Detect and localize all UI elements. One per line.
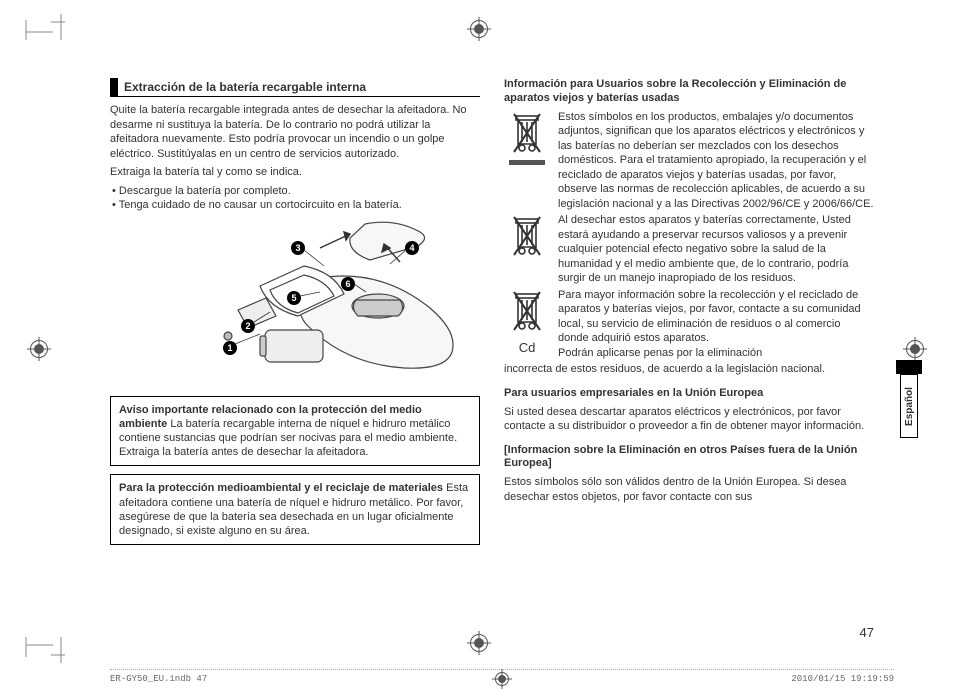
- page-content: Extracción de la batería recargable inte…: [110, 78, 870, 638]
- left-column: Extracción de la batería recargable inte…: [110, 78, 480, 638]
- svg-text:2: 2: [245, 321, 250, 331]
- registration-left: [30, 340, 48, 358]
- p5b: incorrecta de estos residuos, de acuerdo…: [504, 362, 874, 377]
- svg-text:5: 5: [291, 293, 296, 303]
- notice-body-text: La batería recargable interna de níquel …: [119, 418, 457, 458]
- exploded-diagram: 1 2 3 4 5 6: [110, 218, 480, 388]
- bullet-1: • Descargue la batería por completo.: [110, 184, 480, 198]
- info-heading: Información para Usuarios sobre la Recol…: [504, 78, 874, 106]
- notice-recycling: Para la protección medioambiental y el r…: [110, 474, 480, 544]
- intro-para-2: Extraiga la batería tal y como se indica…: [110, 165, 480, 180]
- p4: Para mayor información sobre la recolecc…: [558, 289, 861, 345]
- footer-timestamp: 2010/01/15 19:19:59: [791, 674, 894, 684]
- intro-para: Quite la batería recargable integrada an…: [110, 103, 480, 161]
- weee-bar: [509, 160, 545, 165]
- cd-label: Cd: [519, 340, 536, 355]
- weee-block-3: Cd Para mayor información sobre la recol…: [504, 288, 874, 361]
- footer-file: ER-GY50_EU.indb 47: [110, 674, 207, 684]
- svg-text:1: 1: [227, 343, 232, 353]
- weee-bin-icon: [508, 288, 546, 334]
- registration-top: [470, 20, 488, 38]
- svg-text:6: 6: [345, 279, 350, 289]
- weee-block-2: Al desechar estos aparatos y baterías co…: [504, 213, 874, 286]
- other-heading: [Informacion sobre la Eliminación en otr…: [504, 444, 874, 472]
- tab-marker: [896, 360, 922, 374]
- registration-right: [906, 340, 924, 358]
- biz-heading: Para usuarios empresariales en la Unión …: [504, 387, 874, 401]
- notice-title-2: Para la protección medioambiental y el r…: [119, 482, 443, 494]
- biz-body: Si usted desea descartar aparatos eléctr…: [504, 405, 874, 434]
- weee-bin-icon: [508, 213, 546, 259]
- language-label: Español: [904, 387, 915, 426]
- bullet-2: • Tenga cuidado de no causar un cortocir…: [110, 198, 480, 212]
- language-tab: Español: [900, 374, 918, 438]
- print-footer: ER-GY50_EU.indb 47 2010/01/15 19:19:59: [110, 669, 894, 684]
- weee-bin-icon: [508, 110, 546, 156]
- section-heading-battery: Extracción de la batería recargable inte…: [110, 78, 480, 97]
- right-column: Información para Usuarios sobre la Recol…: [504, 78, 874, 638]
- crop-mark-bl: [25, 637, 65, 670]
- notice-environment: Aviso importante relacionado con la prot…: [110, 396, 480, 466]
- p3: Al desechar estos aparatos y baterías co…: [558, 213, 874, 286]
- weee-block-1: Estos símbolos en los productos, embalaj…: [504, 110, 874, 212]
- footer-reg: [495, 672, 509, 689]
- other-body: Estos símbolos sólo son válidos dentro d…: [504, 475, 874, 504]
- svg-text:3: 3: [295, 243, 300, 253]
- svg-text:4: 4: [409, 243, 414, 253]
- crop-mark-tl: [25, 10, 65, 43]
- page-number: 47: [860, 625, 874, 640]
- p5a: Podrán aplicarse penas por la eliminació…: [558, 346, 762, 361]
